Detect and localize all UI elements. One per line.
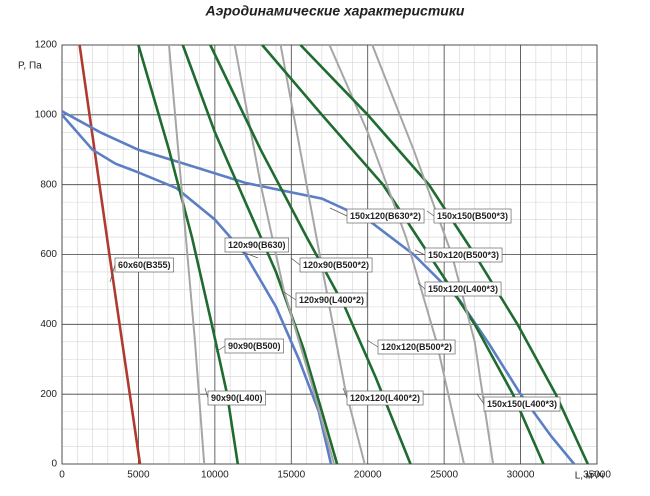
leader-line xyxy=(366,339,379,348)
leader-line xyxy=(414,249,426,256)
leader-line xyxy=(417,282,426,290)
x-axis-label: L, м³/ч xyxy=(575,471,604,482)
series-line xyxy=(137,44,240,465)
x-tick-label: 35000 xyxy=(583,470,611,481)
series-label: 90x90(B500) xyxy=(228,341,281,351)
label-box xyxy=(114,257,174,273)
label-box xyxy=(299,257,373,273)
series-line xyxy=(61,113,333,465)
series-label: 60x60(B355) xyxy=(118,260,171,270)
x-tick-label: 30000 xyxy=(507,470,535,481)
label-box xyxy=(295,292,368,308)
x-tick-label: 5000 xyxy=(127,470,150,481)
chart-title: Аэродинамические характеристики xyxy=(205,3,465,19)
x-tick-label: 25000 xyxy=(430,470,458,481)
label-box xyxy=(377,339,456,355)
label-box xyxy=(207,390,266,406)
series-label: 150x120(B500*3) xyxy=(428,250,499,260)
label-box xyxy=(346,390,424,406)
y-tick-label: 800 xyxy=(40,179,57,190)
series-line xyxy=(181,44,339,465)
label-box xyxy=(346,208,425,224)
leader-line xyxy=(342,387,348,399)
series-label: 150x150(B500*3) xyxy=(437,211,508,221)
label-box xyxy=(424,247,503,263)
series-label: 90x90(L400) xyxy=(211,393,263,403)
series-label: 150x150(L400*3) xyxy=(487,399,557,409)
leader-line xyxy=(283,291,297,301)
y-tick-label: 1000 xyxy=(35,109,58,120)
leader-line xyxy=(426,210,435,217)
label-box xyxy=(483,396,561,412)
series-label: 120x120(L400*2) xyxy=(350,393,420,403)
y-tick-label: 200 xyxy=(40,389,57,400)
series-line xyxy=(233,44,336,465)
series-label: 120x90(B630) xyxy=(228,240,286,250)
series-label: 120x120(B500*2) xyxy=(381,342,452,352)
series-label: 120x90(L400*2) xyxy=(299,295,364,305)
series-label: 150x120(B630*2) xyxy=(350,211,421,221)
x-tick-label: 0 xyxy=(59,470,65,481)
y-tick-label: 400 xyxy=(40,319,57,330)
x-tick-label: 15000 xyxy=(277,470,305,481)
x-tick-label: 10000 xyxy=(201,470,229,481)
series-label: 150x120(L400*3) xyxy=(428,284,498,294)
leader-line xyxy=(215,345,226,353)
leader-line xyxy=(329,207,348,217)
leader-line xyxy=(204,387,209,399)
label-box xyxy=(224,237,289,253)
label-box xyxy=(433,208,512,224)
y-axis-label: P, Па xyxy=(18,61,42,72)
y-tick-label: 1200 xyxy=(35,40,58,51)
leader-line xyxy=(109,264,116,283)
series-line xyxy=(168,44,206,465)
y-tick-label: 600 xyxy=(40,249,57,260)
leader-line xyxy=(290,257,301,266)
y-tick-label: 0 xyxy=(51,459,57,470)
leader-line xyxy=(476,393,485,405)
x-tick-label: 20000 xyxy=(354,470,382,481)
series-label: 120x90(B500*2) xyxy=(303,260,369,270)
series-line xyxy=(78,44,142,465)
label-box xyxy=(424,281,502,297)
label-box xyxy=(224,338,284,354)
